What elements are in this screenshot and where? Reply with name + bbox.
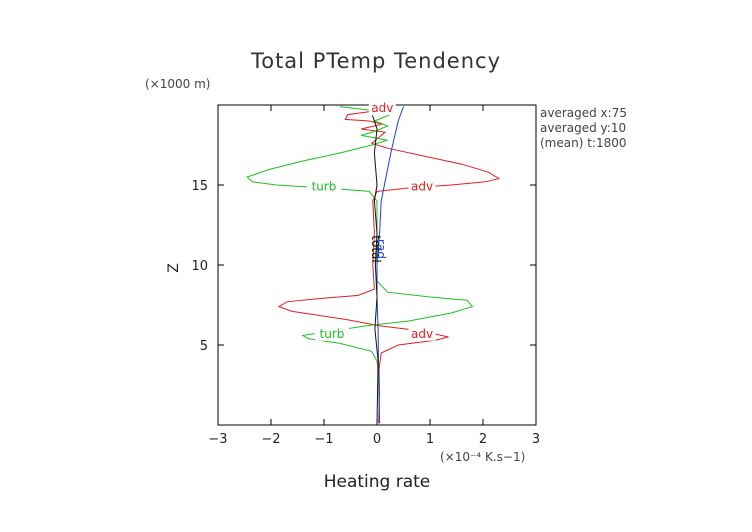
info-line-mean-time: (mean) t:1800 [540,136,627,150]
curve-label-total: total [369,235,383,262]
x-axis: −3 −2 −1 0 1 2 3 [208,105,540,447]
curve-label-background [314,326,349,341]
curve-label-background [307,179,341,194]
x-tick-label: −1 [314,432,333,447]
y-tick-label: 15 [191,179,208,194]
x-tick-label: 0 [373,432,381,447]
info-line-averaged-x: averaged x:75 [540,106,627,120]
y-units-label: (×1000 m) [145,77,210,91]
x-units-label: (×10⁻⁴ K.s−1) [440,450,525,464]
curve-label-adv: adv [411,180,433,194]
series-line-total [371,106,379,424]
curve-label-adv: adv [411,327,433,341]
x-tick-label: 1 [426,432,434,447]
y-axis: 5 10 15 [191,179,536,354]
x-tick-label: 2 [479,432,487,447]
y-tick-label: 5 [200,339,208,354]
curve-label-turb: turb [320,327,345,341]
series-line-adv [277,106,501,424]
x-tick-label: −2 [261,432,280,447]
curve-label-background [368,101,396,116]
curve-label-adv: adv [371,101,393,115]
info-line-averaged-y: averaged y:10 [540,121,626,135]
series-line-turb [246,106,474,424]
x-axis-label: Heating rate [324,472,431,492]
x-tick-label: 3 [532,432,540,447]
series-line-rad [376,106,404,424]
info-box: averaged x:75 averaged y:10 (mean) t:180… [540,106,627,150]
x-tick-label: −3 [208,432,227,447]
chart-title: Total PTemp Tendency [250,49,501,73]
y-axis-label: Z [166,263,182,273]
curve-label-background [408,179,436,194]
curve-label-turb: turb [312,180,337,194]
series-layer [246,106,501,424]
curve-label-background [408,326,436,341]
y-tick-label: 10 [191,259,208,274]
curve-label-rad: rad [374,239,388,259]
